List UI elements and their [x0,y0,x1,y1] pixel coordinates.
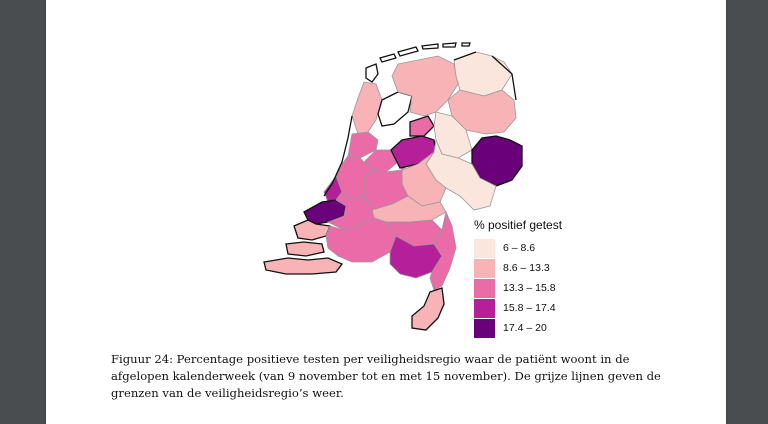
map-region-schiermonnikoog [442,42,457,48]
map-region-zuid-limburg [411,287,445,331]
caption-line: afgelopen kalenderweek (van 9 november t… [111,369,661,383]
legend-swatch [474,318,495,338]
map-coastline [323,51,517,197]
map-region-groningen [453,51,513,97]
document-page: % positief getest 6 – 8.6 8.6 – 13.3 13.… [46,0,726,424]
legend-item: 8.6 – 13.3 [474,258,562,278]
legend-item: 13.3 – 15.8 [474,278,562,298]
legend-label: 17.4 – 20 [503,322,547,334]
legend-swatch [474,238,495,258]
map-region-rottumeroog [461,42,471,47]
map-region-limburg-noord [429,210,457,291]
map-region-ijsselmeer [377,91,413,127]
legend-label: 13.3 – 15.8 [503,282,556,294]
map-region-noordoostpolder [409,115,435,137]
caption-line: grenzen van de veiligheidsregio’s weer. [111,386,344,400]
figure-caption: Figuur 24: Percentage positieve testen p… [111,351,671,402]
legend-label: 15.8 – 17.4 [503,302,556,314]
legend-item: 15.8 – 17.4 [474,298,562,318]
map-region-texel [365,63,379,83]
map-region-zeeuws-vlaanderen [263,257,344,275]
map-region-vlieland [379,53,397,63]
legend-item: 6 – 8.6 [474,238,562,258]
map-region-ameland [421,43,439,50]
legend-label: 8.6 – 13.3 [503,262,550,274]
netherlands-choropleth-map [263,42,523,331]
caption-line: Figuur 24: Percentage positieve testen p… [111,352,630,366]
legend-title: % positief getest [474,218,563,232]
map-region-zeeland-mid [285,241,325,257]
map-region-drenthe [447,89,517,135]
legend-swatch [474,278,495,298]
legend-swatch [474,298,495,318]
legend-label: 6 – 8.6 [503,242,536,254]
map-legend: % positief getest 6 – 8.6 8.6 – 13.3 13.… [474,218,562,338]
map-region-terschelling [397,46,419,57]
legend-item: 17.4 – 20 [474,318,562,338]
map-region-friesland [391,55,459,117]
map-region-noord-holland-noord [351,81,383,135]
legend-swatch [474,258,495,278]
